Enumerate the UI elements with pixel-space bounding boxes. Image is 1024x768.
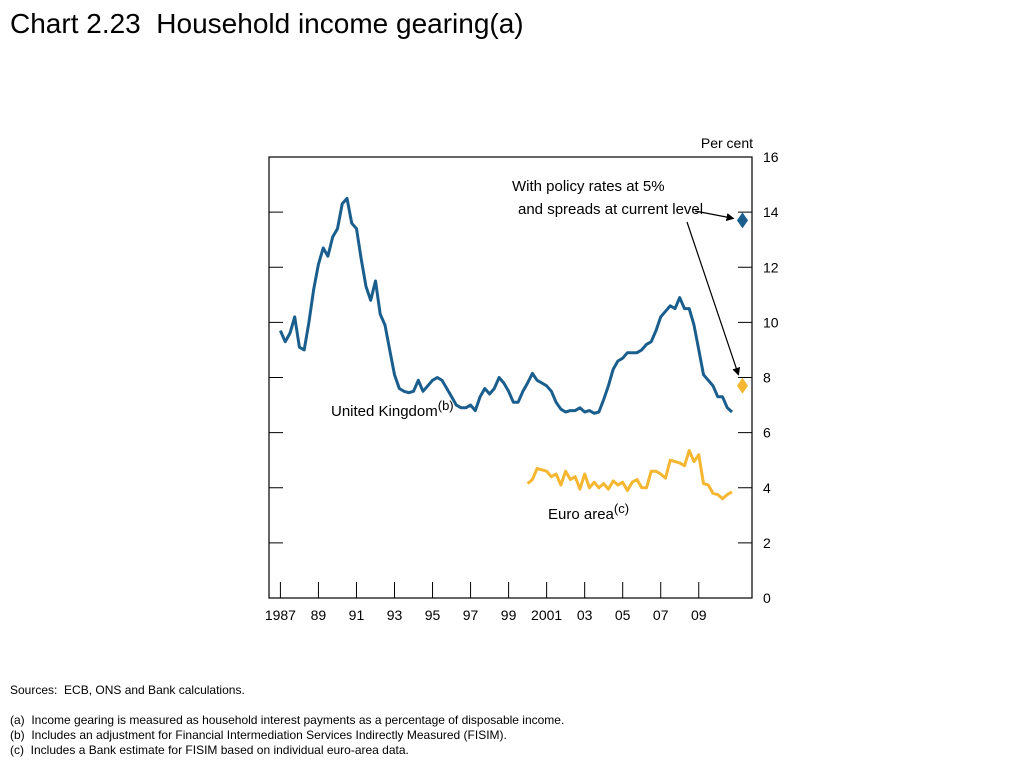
y-tick-label: 4	[763, 480, 771, 496]
y-tick-label: 2	[763, 535, 771, 551]
label-united-kingdom: United Kingdom(b)	[331, 398, 454, 420]
footnote-b: (b) Includes an adjustment for Financial…	[10, 728, 507, 742]
footnote-a: (a) Income gearing is measured as househ…	[10, 713, 565, 727]
marker-layer	[736, 212, 748, 394]
x-tick-label: 07	[653, 607, 669, 623]
x-tick-label: 91	[349, 607, 365, 623]
footnote-c: (c) Includes a Bank estimate for FISIM b…	[10, 743, 409, 757]
x-tick-label: 97	[463, 607, 479, 623]
y-tick-label: 12	[763, 259, 779, 275]
y-axis: 0 2 4 6 8 10 12 14 16	[269, 149, 779, 606]
plot-frame	[268, 156, 753, 599]
x-tick-label: 89	[311, 607, 327, 623]
annotation-arrow-high	[694, 210, 735, 222]
y-tick-label: 8	[763, 370, 771, 386]
y-tick-label: 6	[763, 425, 771, 441]
x-tick-label: 05	[615, 607, 631, 623]
y-axis-unit-label: Per cent	[701, 135, 753, 151]
annotation-layer: With policy rates at 5% and spreads at cu…	[512, 178, 741, 376]
policy-rate-marker-high	[736, 212, 748, 229]
x-tick-label: 99	[501, 607, 517, 623]
y-tick-label: 10	[763, 314, 779, 330]
x-axis: 1987 89 91 93 95 97 99 2001 03 05 07 09	[265, 582, 707, 623]
notes-spacer	[10, 698, 564, 713]
series-labels: United Kingdom(b) Euro area(c)	[331, 398, 629, 523]
annotation-line-2: and spreads at current level	[518, 201, 703, 218]
label-euro-area: Euro area(c)	[548, 501, 629, 523]
x-tick-label: 1987	[265, 607, 296, 623]
y-tick-label: 16	[763, 149, 779, 165]
page-title: Chart 2.23 Household income gearing(a)	[10, 8, 524, 39]
series-line-euro-area	[526, 449, 733, 501]
income-gearing-chart: Per cent 0 2 4 6 8 10 12 14 16 1987 89 91 93 95 97 99 2…	[265, 135, 779, 623]
annotation-arrow-low	[686, 221, 741, 376]
chart-notes: Sources: ECB, ONS and Bank calculations.…	[10, 683, 564, 758]
y-tick-label: 14	[763, 204, 779, 220]
x-tick-label: 93	[387, 607, 403, 623]
x-tick-label: 09	[691, 607, 707, 623]
policy-rate-marker-low	[736, 377, 748, 394]
x-tick-label: 95	[425, 607, 441, 623]
series-layer	[279, 196, 733, 501]
sources-note: Sources: ECB, ONS and Bank calculations.	[10, 683, 245, 697]
x-tick-label: 2001	[531, 607, 562, 623]
y-tick-label: 0	[763, 590, 771, 606]
series-line-united-kingdom	[279, 196, 733, 415]
annotation-line-1: With policy rates at 5%	[512, 178, 665, 195]
x-tick-label: 03	[577, 607, 593, 623]
